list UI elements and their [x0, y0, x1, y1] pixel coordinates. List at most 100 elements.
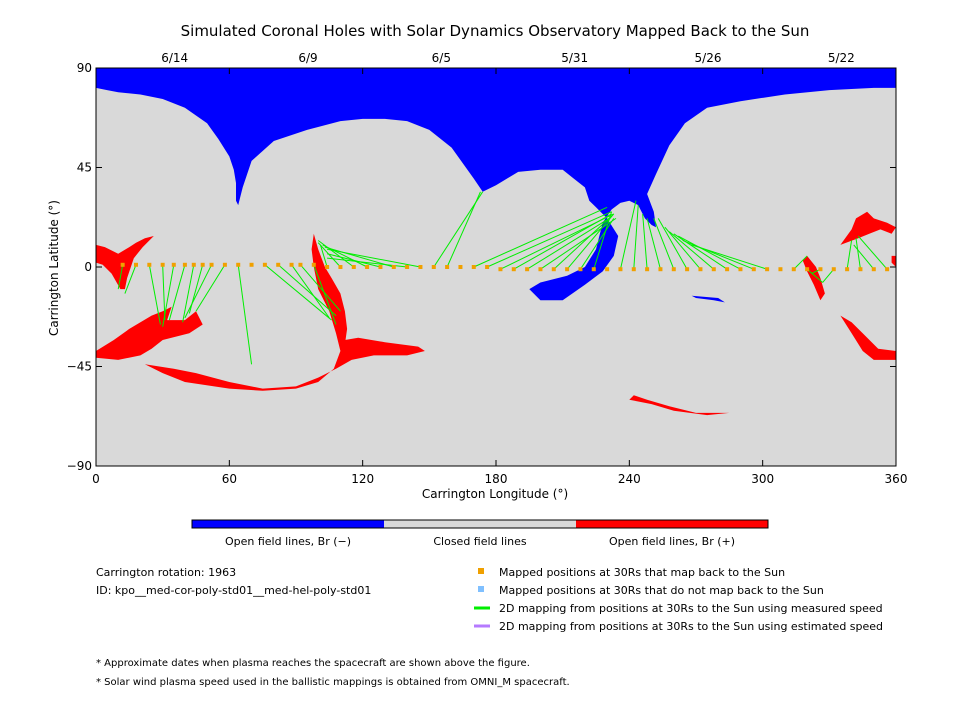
- measured-mapping-line: [853, 244, 875, 270]
- x-axis-ticks: 0 60 120 180 240 300 360: [92, 68, 907, 486]
- measured-mapping-line: [264, 264, 332, 321]
- measured-mapping-line: [168, 264, 186, 321]
- mapping-lines: [117, 191, 888, 365]
- x-tick-label: 60: [222, 472, 237, 486]
- mapped-footpoint: [200, 262, 205, 267]
- measured-mapping-line: [633, 205, 639, 270]
- legend-label: 2D mapping from positions at 30Rs to the…: [499, 602, 883, 615]
- measured-mapping-line: [822, 268, 835, 283]
- mapped-footpoint: [338, 265, 343, 269]
- mapped-footpoint: [711, 267, 716, 272]
- mapped-footpoint: [120, 262, 125, 267]
- positive-coronal-hole: [840, 211, 896, 245]
- mapped-footpoint: [871, 267, 876, 272]
- measured-mapping-line: [669, 231, 715, 270]
- colorbar-label: Open field lines, Br (−): [225, 535, 351, 548]
- measured-mapping-line: [846, 240, 853, 270]
- measured-mapping-line: [682, 240, 754, 270]
- legend-label: Mapped positions at 30Rs that map back t…: [499, 566, 785, 579]
- mapped-footpoint: [591, 267, 596, 272]
- mapped-footpoint: [671, 267, 676, 272]
- mapped-footpoint: [698, 267, 703, 272]
- mapped-footpoint: [418, 265, 423, 269]
- mapped-footpoint: [858, 267, 863, 272]
- measured-mapping-line: [657, 218, 688, 270]
- measured-mapping-line: [324, 246, 394, 268]
- colorbar-label: Open field lines, Br (+): [609, 535, 735, 548]
- y-axis-label: Carrington Latitude (°): [47, 200, 61, 336]
- chart-title: Simulated Coronal Holes with Solar Dynam…: [181, 22, 810, 40]
- measured-mapping-line: [580, 218, 615, 270]
- measured-mapping-line: [148, 264, 161, 325]
- top-date-ticks: 6/14 6/9 6/5 5/31 5/26 5/22: [161, 51, 855, 65]
- legend-label: Mapped positions at 30Rs that do not map…: [499, 584, 824, 597]
- mapped-footpoint: [222, 262, 227, 267]
- top-date-label: 6/9: [298, 51, 317, 65]
- y-tick-label: 0: [84, 260, 92, 274]
- mapped-footpoint: [431, 265, 436, 269]
- measured-mapping-line: [184, 264, 213, 319]
- measured-mapping-line: [317, 242, 341, 268]
- mapped-footpoint: [365, 265, 370, 269]
- plot-area: [95, 67, 897, 467]
- measured-mapping-line: [237, 264, 253, 365]
- measured-mapping-line: [313, 264, 337, 325]
- positive-coronal-hole: [802, 255, 825, 301]
- legend-label: 2D mapping from positions at 30Rs to the…: [499, 620, 883, 633]
- measured-mapping-line: [593, 211, 613, 270]
- mapped-footpoint: [725, 267, 730, 272]
- y-tick-label: 90: [77, 61, 92, 75]
- measured-mapping-line: [162, 264, 175, 327]
- measured-mapping-line: [642, 213, 648, 270]
- mapped-footpoint: [236, 262, 241, 267]
- y-axis-ticks: 90 45 0 −45 −90: [67, 61, 896, 473]
- note-dates: * Approximate dates when plasma reaches …: [96, 658, 530, 669]
- top-date-label: 5/31: [561, 51, 588, 65]
- mapped-footpoint: [605, 267, 610, 272]
- x-tick-label: 0: [92, 472, 100, 486]
- negative-coronal-hole: [96, 68, 896, 301]
- mapped-footpoint: [209, 262, 214, 267]
- positive-open-field-regions: [96, 211, 896, 416]
- mapped-footpoint: [738, 267, 743, 272]
- positive-coronal-hole: [629, 395, 730, 416]
- carrington-rotation-text: Carrington rotation: 1963: [96, 566, 236, 579]
- mapped-footpoint: [845, 267, 850, 272]
- mapped-footpoint: [458, 265, 463, 269]
- x-tick-label: 180: [485, 472, 508, 486]
- mapped-footpoint: [805, 267, 810, 272]
- legend: Mapped positions at 30Rs that map back t…: [474, 566, 883, 633]
- mapped-footpoint: [831, 267, 836, 272]
- measured-mapping-line: [526, 217, 610, 270]
- measured-mapping-line: [446, 191, 481, 268]
- top-date-label: 6/14: [161, 51, 188, 65]
- measured-mapping-line: [857, 235, 888, 270]
- positive-coronal-hole: [96, 236, 154, 290]
- top-date-label: 5/26: [695, 51, 722, 65]
- measured-mapping-line: [664, 226, 701, 270]
- mapped-footpoint: [525, 267, 530, 272]
- model-id-text: ID: kpo__med-cor-poly-std01__med-hel-pol…: [96, 584, 371, 597]
- mapped-footpoint: [298, 262, 303, 267]
- measured-mapping-line: [162, 264, 166, 321]
- measured-mapping-line: [327, 248, 421, 268]
- y-tick-label: −90: [67, 459, 92, 473]
- positive-coronal-hole: [96, 306, 203, 360]
- negative-coronal-hole-small: [691, 295, 725, 303]
- top-date-label: 5/22: [828, 51, 855, 65]
- mapped-footpoint: [765, 267, 770, 272]
- measured-mapping-line: [806, 268, 823, 283]
- x-tick-label: 360: [885, 472, 908, 486]
- mapped-footpoint: [325, 265, 330, 269]
- mapped-footpoint: [791, 267, 796, 272]
- mapped-footpoint: [751, 267, 756, 272]
- positive-coronal-hole: [891, 255, 896, 267]
- measured-mapping-line: [277, 264, 337, 317]
- measured-mapping-line: [653, 218, 675, 270]
- measured-mapping-line: [300, 264, 341, 312]
- mapped-footpoint: [147, 262, 152, 267]
- colorbar-label: Closed field lines: [433, 535, 527, 548]
- positive-coronal-hole: [311, 233, 348, 351]
- colorbar-segment: [192, 520, 384, 528]
- mapped-footpoint: [171, 262, 176, 267]
